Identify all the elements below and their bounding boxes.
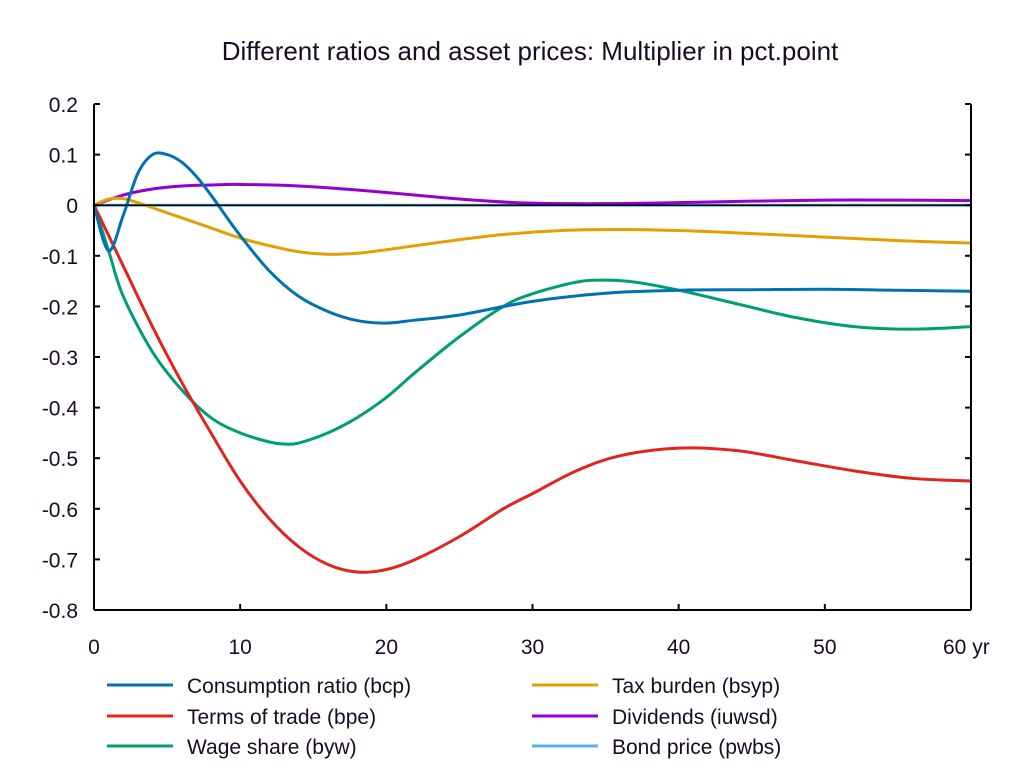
y-tick-label: -0.1 [42,246,78,269]
legend-label: Bond price (pwbs) [612,736,781,759]
y-tick-label: -0.3 [42,347,78,370]
legend-item: Tax burden (bsyp) [532,675,780,698]
y-tick-label: 0.2 [49,94,78,117]
legend-item: Consumption ratio (bcp) [107,675,411,698]
series-line-terms-of-trade [92,204,972,574]
x-tick-label: 50 [813,636,836,659]
x-tick-label: 40 [667,636,690,659]
axes [93,103,972,611]
y-tick-label: -0.6 [42,499,78,522]
y-axis-tick-labels: 0.2 0.1 0 -0.1 -0.2 -0.3 -0.4 -0.5 -0.6 -0.7 -0.8 [42,94,79,623]
chart-title: Different ratios and asset prices: Multi… [222,36,839,66]
legend-item: Wage share (byw) [107,736,357,759]
y-tick-label: -0.7 [42,549,78,572]
x-tick-label: 20 [375,636,398,659]
x-tick-label: 10 [228,636,251,659]
legend: Consumption ratio (bcp) Terms of trade (b… [107,675,781,759]
y-tick-label: 0.1 [49,145,78,168]
plot-area [92,151,972,574]
legend-label: Dividends (iuwsd) [612,706,778,729]
legend-item: Terms of trade (bpe) [107,706,376,729]
y-tick-label: -0.4 [42,398,79,421]
legend-label: Wage share (byw) [187,736,357,759]
x-tick-label: 0 [88,636,100,659]
x-tick-label: 60 yr [943,636,990,659]
x-tick-label: 30 [521,636,544,659]
legend-label: Consumption ratio (bcp) [187,675,411,698]
y-tick-label: -0.2 [42,296,78,319]
legend-label: Tax burden (bsyp) [612,675,780,698]
legend-item: Dividends (iuwsd) [532,706,778,729]
series-line-wage-share [92,204,972,446]
x-axis-tick-labels: 0 10 20 30 40 50 60 yr [88,636,990,659]
y-tick-label: -0.8 [42,600,78,623]
y-tick-label: -0.5 [42,448,78,471]
series-line-consumption-ratio [92,151,972,325]
legend-item: Bond price (pwbs) [532,736,781,759]
series-line-dividends [93,182,972,207]
y-tick-label: 0 [66,195,78,218]
legend-label: Terms of trade (bpe) [187,706,376,729]
